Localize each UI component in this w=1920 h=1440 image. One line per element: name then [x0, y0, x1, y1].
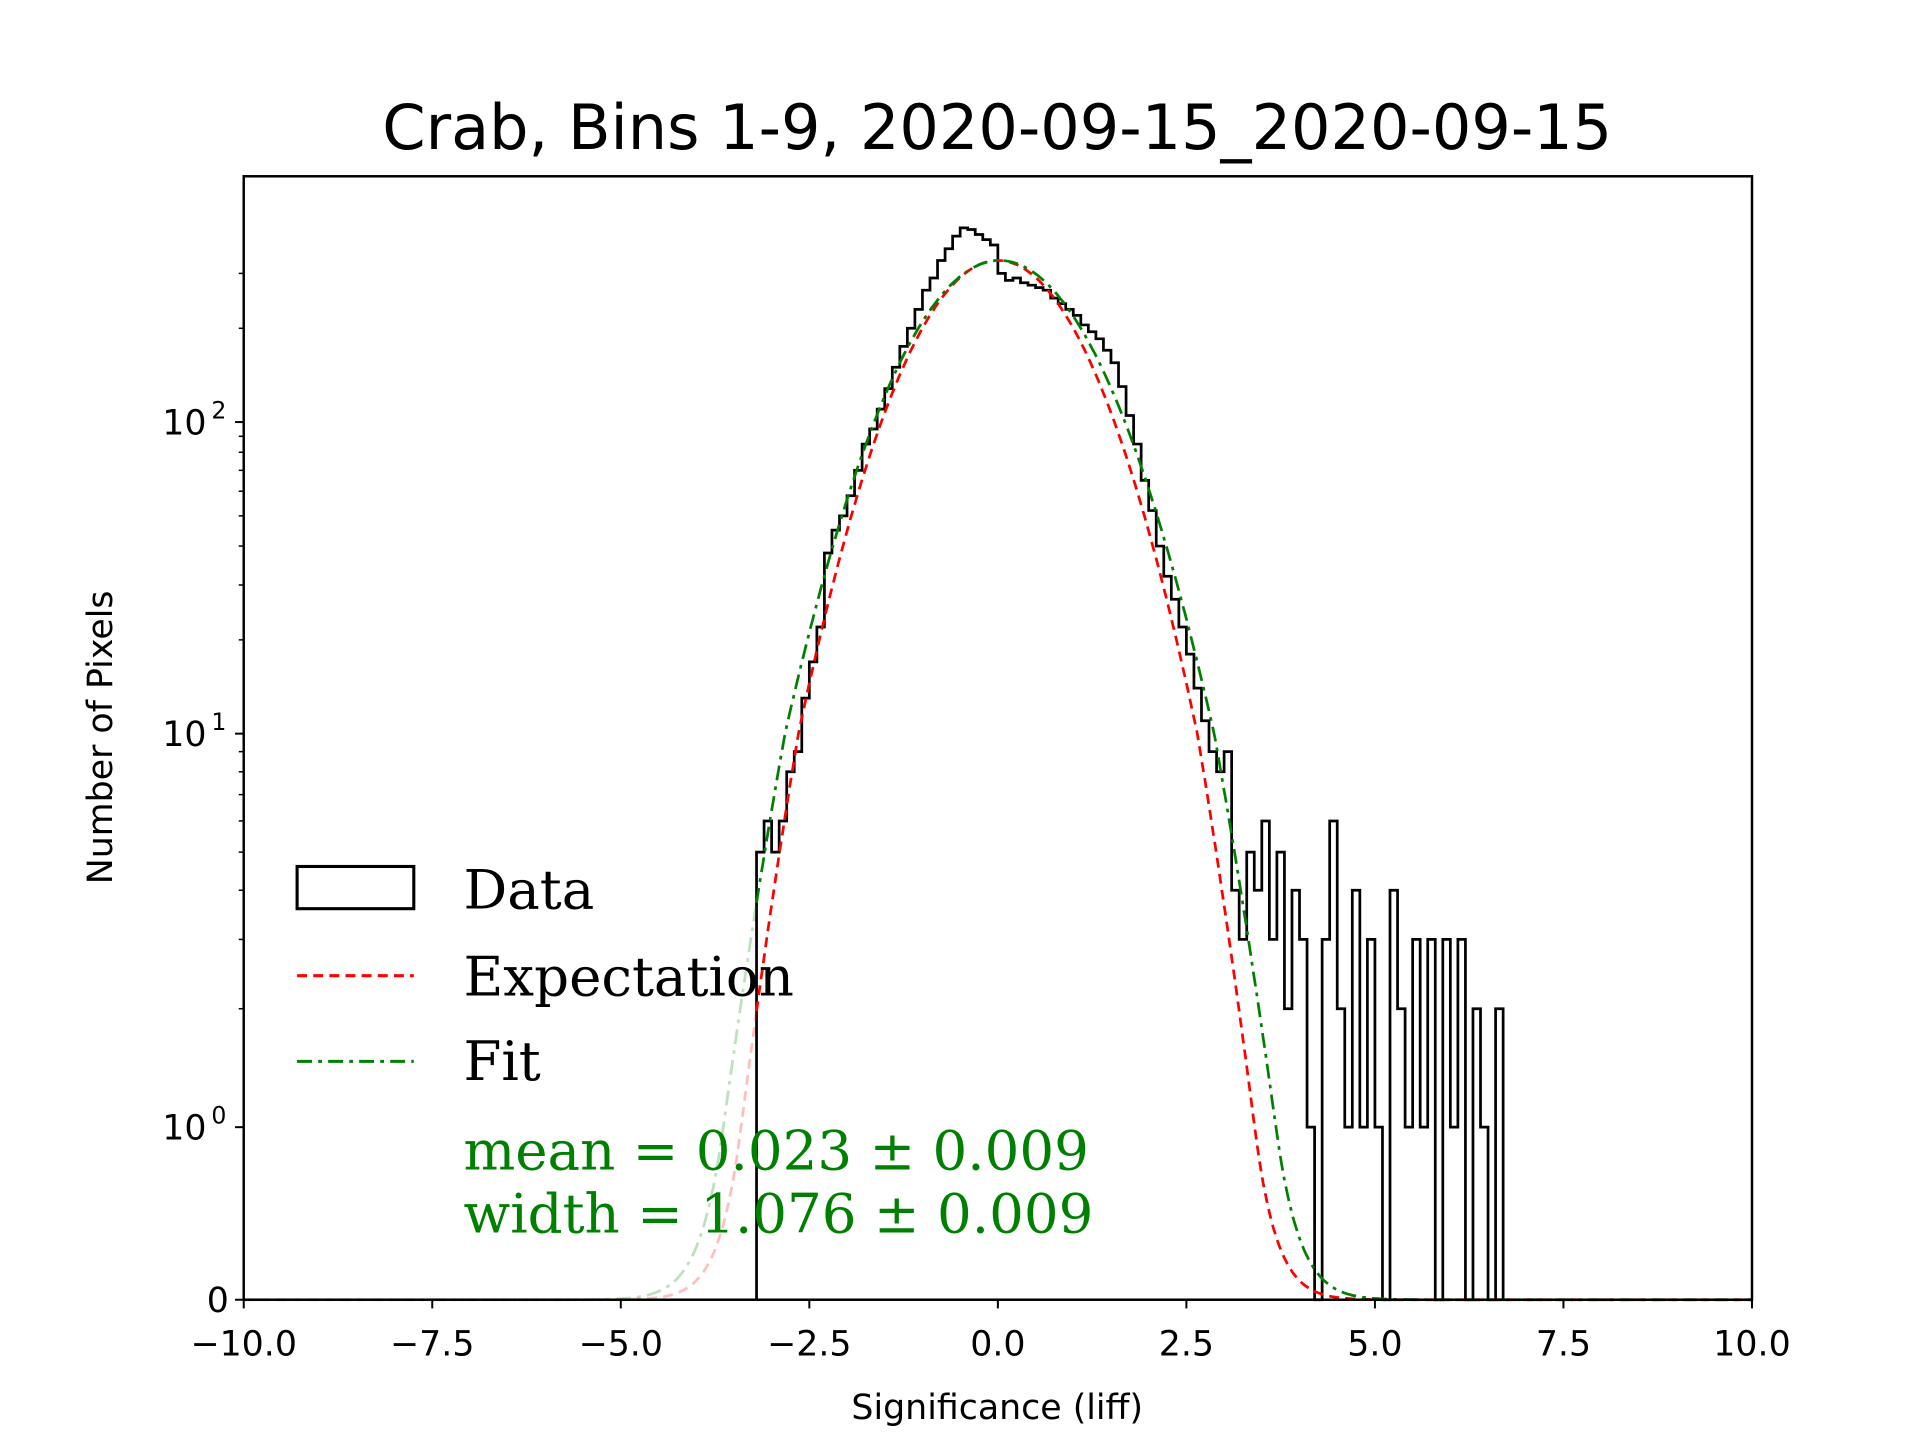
histogram-bin — [1186, 654, 1194, 1300]
fit-width-annotation: width = 1.076 ± 0.009 — [463, 1182, 1093, 1246]
x-tick-label: −10.0 — [190, 1325, 297, 1365]
y-axis-label: Number of Pixels — [81, 591, 121, 885]
fit-mean-annotation: mean = 0.023 ± 0.009 — [463, 1118, 1088, 1182]
histogram-bin — [1232, 890, 1240, 1299]
histogram-bin — [1413, 939, 1421, 1299]
histogram-bin — [1375, 1127, 1383, 1300]
histogram-bin — [1284, 1009, 1292, 1300]
y-tick-exponent: 0 — [211, 1101, 226, 1129]
x-tick-label: −5.0 — [579, 1325, 663, 1365]
histogram-bin — [1443, 939, 1451, 1299]
histogram-bin — [1269, 939, 1277, 1299]
histogram-bin — [1322, 939, 1330, 1299]
histogram-bin — [1345, 1127, 1353, 1300]
legend-expectation-label: Expectation — [463, 945, 793, 1009]
histogram-bin — [1096, 339, 1104, 1300]
y-tick-label: 10 — [162, 1109, 206, 1149]
x-axis: −10.0 −7.5 −5.0 −2.5 0.0 2.5 5.0 7.5 10.0 — [190, 1299, 1791, 1365]
histogram-bin — [1367, 939, 1375, 1299]
x-tick-label: 5.0 — [1347, 1325, 1402, 1365]
histogram-bin — [1254, 890, 1262, 1299]
histogram-bin — [1088, 332, 1096, 1300]
x-tick-label: 2.5 — [1159, 1325, 1214, 1365]
x-tick-label: 7.5 — [1536, 1325, 1591, 1365]
histogram-bin — [1405, 1127, 1413, 1300]
histogram-bin — [1360, 1127, 1368, 1300]
y-tick-label: 10 — [162, 715, 206, 755]
histogram-bin — [1352, 890, 1360, 1299]
x-tick-label: 10.0 — [1713, 1325, 1790, 1365]
histogram-bin — [1458, 939, 1466, 1299]
histogram-bin — [1277, 852, 1285, 1300]
fit-curve — [755, 259, 1753, 1302]
histogram-bin — [1420, 1127, 1428, 1300]
x-tick-label: −7.5 — [390, 1325, 474, 1365]
histogram-bin — [1247, 852, 1255, 1300]
y-tick-exponent: 2 — [211, 396, 226, 424]
histogram-bin — [1300, 939, 1308, 1299]
histogram-bin — [1307, 1127, 1315, 1300]
histogram-bin — [1141, 480, 1149, 1299]
y-tick-label: 10 — [162, 403, 206, 443]
histogram-bin — [1217, 772, 1225, 1300]
histogram-bin — [1239, 939, 1247, 1299]
legend-data-label: Data — [463, 858, 594, 922]
histogram-bin — [1224, 752, 1232, 1300]
histogram-bin — [1194, 688, 1202, 1300]
y-tick-exponent: 1 — [211, 708, 226, 736]
histogram-bin — [1450, 1127, 1458, 1300]
histogram-bin — [1103, 350, 1111, 1299]
histogram-bin — [1149, 511, 1157, 1300]
histogram-bin — [1164, 576, 1172, 1299]
histogram-bin — [1126, 415, 1134, 1299]
histogram-bin — [1428, 939, 1436, 1299]
histogram-bin — [1179, 627, 1187, 1300]
histogram-bin — [1330, 821, 1338, 1300]
histogram-bin — [1473, 1009, 1481, 1300]
histogram-bin — [1119, 387, 1127, 1300]
y-tick-label: 0 — [207, 1281, 229, 1321]
chart-title: Crab, Bins 1-9, 2020-09-15_2020-09-15 — [382, 91, 1612, 164]
histogram-bin — [1337, 1009, 1345, 1300]
legend: Data Expectation Fit — [295, 858, 794, 1093]
histogram-bin — [1201, 721, 1209, 1300]
x-tick-label: −2.5 — [767, 1325, 851, 1365]
histogram-bin — [1156, 546, 1164, 1300]
histogram-bin — [1262, 821, 1270, 1300]
legend-data-swatch — [295, 864, 416, 911]
histogram-bin — [1111, 363, 1119, 1300]
x-tick-label: 0.0 — [970, 1325, 1025, 1365]
histogram-bin — [1398, 1009, 1406, 1300]
histogram-bin — [1134, 444, 1142, 1300]
legend-fit-label: Fit — [463, 1029, 540, 1093]
x-axis-label: Significance (liff) — [851, 1388, 1143, 1428]
histogram-bin — [1496, 1009, 1504, 1300]
histogram-bin — [1481, 1127, 1489, 1300]
histogram-bin — [1171, 599, 1179, 1299]
histogram-bin — [1390, 890, 1398, 1299]
